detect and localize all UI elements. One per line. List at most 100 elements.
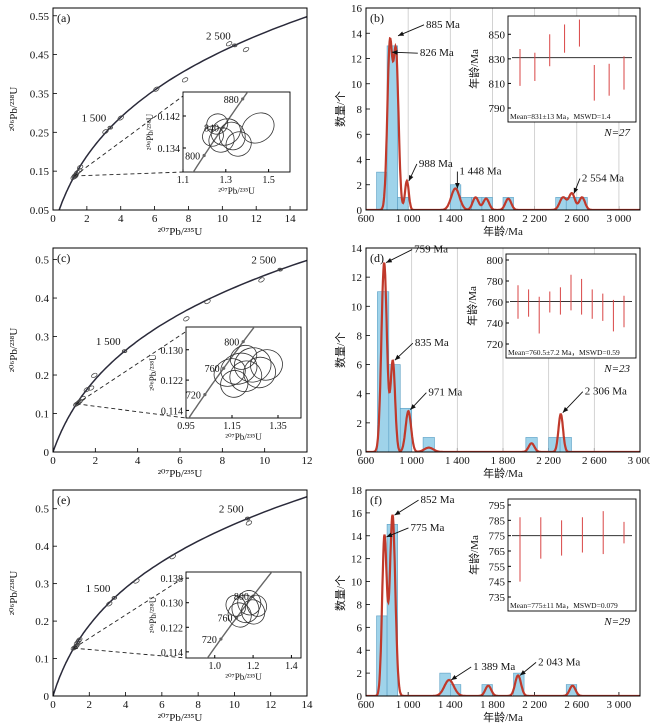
mean-inset-y-tick-label: 740 (487, 318, 504, 330)
peak-arrowhead (394, 354, 401, 361)
x-tick-label: 14 (285, 213, 297, 225)
inset-y-tick-label: 0.114 (161, 648, 183, 659)
mean-inset-y-tick-label: 760 (487, 297, 504, 309)
x-tick-label: 8 (186, 213, 192, 225)
y-tick-label: 0 (357, 205, 363, 217)
analysis-ellipse (242, 47, 250, 53)
x-tick-label: 1 400 (438, 699, 463, 711)
y-tick-label: 0.1 (35, 654, 49, 666)
panel-c: 0 2 4 6 8 10 12 0 0.1 0.2 0.3 0.4 0.5 ²⁰⁷Pb/²³⁵U ²⁰⁶Pb… (8, 247, 313, 480)
inset-y-tick-label: 0.142 (158, 112, 181, 123)
x-tick-label: 0 (50, 699, 56, 711)
inset-y-axis-label: ²⁰⁶Pb/²³⁸U (148, 354, 158, 391)
x-tick-label: 1 000 (399, 455, 424, 467)
x-axis-label: 年龄/Ma (483, 466, 523, 480)
x-tick-label: 4 (123, 699, 129, 711)
sample-count-label: N=23 (603, 363, 630, 375)
y-tick-label: 0.3 (35, 332, 49, 344)
concordia-age-marker (107, 125, 113, 130)
analysis-ellipse (102, 128, 109, 135)
mean-inset-d: 720 740 760 780 800 年龄/Ma Mean=760.5±7.2 Ma，MS… (465, 253, 637, 359)
concordia-age-label: 1 500 (96, 336, 121, 348)
x-tick-label: 2 (84, 213, 90, 225)
panel-f: 600 1 000 1 400 1 800 2 200 2 600 3 000 0 2 4 6 8 10… (334, 485, 641, 724)
y-tick-label: 2 (357, 180, 363, 192)
y-tick-label: 8 (357, 330, 363, 342)
inset-ellipse (206, 113, 229, 135)
x-tick-label: 8 (220, 455, 226, 467)
x-tick-label: 12 (265, 699, 276, 711)
x-tick-label: 6 (152, 213, 158, 225)
y-tick-label: 2 (357, 418, 363, 430)
peak-label: 2 043 Ma (538, 656, 580, 668)
y-tick-label: 0.4 (35, 293, 49, 305)
inset-x-tick-label: 1.3 (220, 175, 233, 186)
analysis-ellipse (245, 520, 253, 526)
peak-arrowhead (451, 675, 458, 680)
y-tick-label: 8 (357, 104, 363, 116)
inset-age-marker (202, 153, 206, 158)
y-tick-label: 16 (351, 3, 363, 15)
x-tick-label: 1 400 (438, 213, 463, 225)
panel-label: (c) (57, 251, 70, 265)
y-axis-label: 数量/个 (334, 575, 347, 611)
mean-inset-caption: Mean=760.5±7.2 Ma，MSWD=0.59 (508, 348, 620, 357)
kde-curve (366, 262, 640, 452)
mean-inset-caption: Mean=775±11 Ma，MSWD=0.079 (510, 601, 618, 610)
peak-arrowhead (562, 407, 569, 413)
zoom-connector (73, 575, 187, 649)
peak-label: 1 389 Ma (473, 661, 515, 673)
y-tick-label: 0.5 (35, 255, 49, 267)
x-tick-label: 1 800 (480, 213, 505, 225)
inset-ellipse (220, 370, 249, 398)
analysis-ellipse (91, 372, 98, 378)
mean-inset-f: 735 745 755 765 775 785 795 年龄/Ma Mean=775±11 Ma… (467, 498, 637, 612)
panel-d: 600 1 000 1 400 1 800 2 200 2 600 3 000 0 2 4 6 8 10… (334, 243, 650, 480)
mean-inset-y-tick-label: 800 (487, 255, 504, 267)
peak-label: 971 Ma (428, 387, 462, 399)
x-tick-label: 8 (195, 699, 201, 711)
x-tick-label: 4 (118, 213, 124, 225)
x-axis-label: ²⁰⁷Pb/²³⁵U (158, 712, 203, 724)
analysis-ellipse (76, 164, 84, 170)
inset-age-label: 840 (204, 123, 219, 134)
y-tick-label: 0 (357, 447, 363, 459)
inset-age-label: 760 (205, 364, 220, 375)
y-tick-label: 2 (357, 668, 363, 680)
analysis-ellipse (75, 638, 82, 644)
inset-ellipse (229, 360, 263, 393)
inset-y-axis-label: ²⁰⁶Pb/²³⁸U (148, 596, 158, 633)
x-axis-label: 年龄/Ma (483, 710, 523, 724)
inset-age-label: 880 (224, 95, 239, 106)
inset-ellipse (233, 347, 272, 383)
inset-age-label: 720 (202, 635, 217, 646)
concordia-age-marker (121, 349, 128, 354)
peak-label: 835 Ma (415, 337, 449, 349)
x-tick-label: 3 000 (607, 213, 632, 225)
inset-ellipse (243, 356, 276, 389)
panel-label: (e) (57, 493, 70, 507)
inset-ellipse (210, 118, 241, 146)
peak-label: 852 Ma (421, 494, 455, 506)
y-tick-label: 12 (351, 54, 362, 66)
y-tick-label: 0.05 (30, 205, 50, 217)
y-tick-label: 16 (351, 508, 363, 520)
y-tick-label: 12 (351, 554, 362, 566)
x-tick-label: 600 (358, 455, 375, 467)
mean-inset-b: 790 810 830 850 年龄/Ma Mean=831±13 Ma，MSWD=1.4 (467, 15, 637, 123)
analysis-ellipse (169, 554, 176, 560)
y-tick-label: 0.1 (35, 409, 49, 421)
mean-inset-y-tick-label: 830 (489, 54, 506, 66)
peak-label: 2 306 Ma (585, 386, 627, 398)
inset-ellipse (225, 131, 252, 157)
mean-inset-y-tick-label: 780 (487, 276, 504, 288)
y-tick-label: 0 (44, 691, 50, 703)
inset-y-tick-label: 0.130 (161, 346, 184, 357)
y-tick-label: 0.55 (30, 11, 50, 23)
inset-age-marker (241, 97, 245, 101)
x-tick-label: 3 000 (628, 455, 650, 467)
y-tick-label: 0.25 (30, 127, 50, 139)
peak-arrowhead (455, 183, 460, 189)
inset-ellipse (225, 594, 247, 617)
